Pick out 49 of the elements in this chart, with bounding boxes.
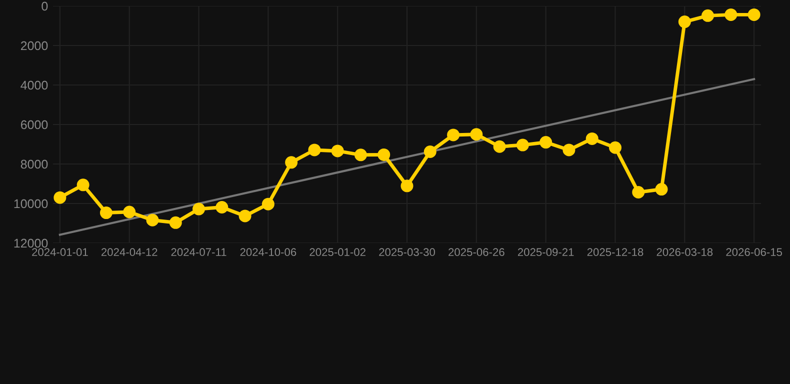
point bbox=[586, 132, 598, 145]
point bbox=[100, 206, 112, 220]
x-tick-label: 2026-06-15 bbox=[726, 248, 782, 256]
point bbox=[400, 180, 414, 192]
point bbox=[354, 148, 367, 162]
x-tick-label: 2025-01-02 bbox=[310, 248, 366, 256]
x-tick-label: 2024-07-11 bbox=[171, 248, 226, 256]
x-tick-label: 2025-06-26 bbox=[448, 248, 504, 256]
point bbox=[285, 156, 298, 169]
y-tick-label: 0 bbox=[42, 2, 48, 11]
point bbox=[516, 138, 529, 152]
point bbox=[146, 214, 159, 226]
point bbox=[655, 183, 668, 196]
y-tick-label: 12000 bbox=[14, 238, 48, 248]
x-tick-label: 2025-12-18 bbox=[587, 248, 644, 256]
point bbox=[608, 141, 622, 154]
point bbox=[470, 128, 483, 141]
point bbox=[262, 198, 274, 210]
y-tick-label: 10000 bbox=[14, 199, 48, 208]
point bbox=[331, 144, 344, 158]
point bbox=[76, 178, 90, 192]
point bbox=[632, 186, 645, 198]
point bbox=[238, 210, 252, 222]
point bbox=[447, 128, 460, 142]
point bbox=[123, 206, 136, 218]
y-tick-label: 2000 bbox=[20, 41, 48, 50]
point bbox=[540, 136, 552, 149]
point bbox=[724, 8, 738, 21]
point bbox=[378, 148, 390, 161]
x-tick-label: 2026-03-18 bbox=[656, 248, 713, 256]
point bbox=[702, 9, 714, 22]
point bbox=[748, 8, 760, 21]
point bbox=[493, 140, 506, 153]
x-tick-label: 2025-03-30 bbox=[379, 248, 435, 256]
point bbox=[192, 202, 206, 216]
point bbox=[54, 191, 66, 204]
point bbox=[424, 146, 436, 158]
y-tick-label: 8000 bbox=[20, 160, 48, 169]
y-tick-label: 6000 bbox=[20, 120, 48, 130]
x-tick-label: 2024-10-06 bbox=[240, 248, 296, 256]
x-tick-label: 2024-04-12 bbox=[101, 248, 158, 256]
y-tick-label: 4000 bbox=[20, 80, 48, 90]
x-tick-label: 2025-09-21 bbox=[518, 248, 574, 256]
point bbox=[678, 16, 691, 28]
x-tick-label: 2024-01-01 bbox=[32, 248, 88, 256]
point bbox=[169, 216, 182, 229]
point bbox=[308, 144, 321, 156]
point bbox=[562, 144, 576, 156]
point bbox=[216, 201, 228, 214]
